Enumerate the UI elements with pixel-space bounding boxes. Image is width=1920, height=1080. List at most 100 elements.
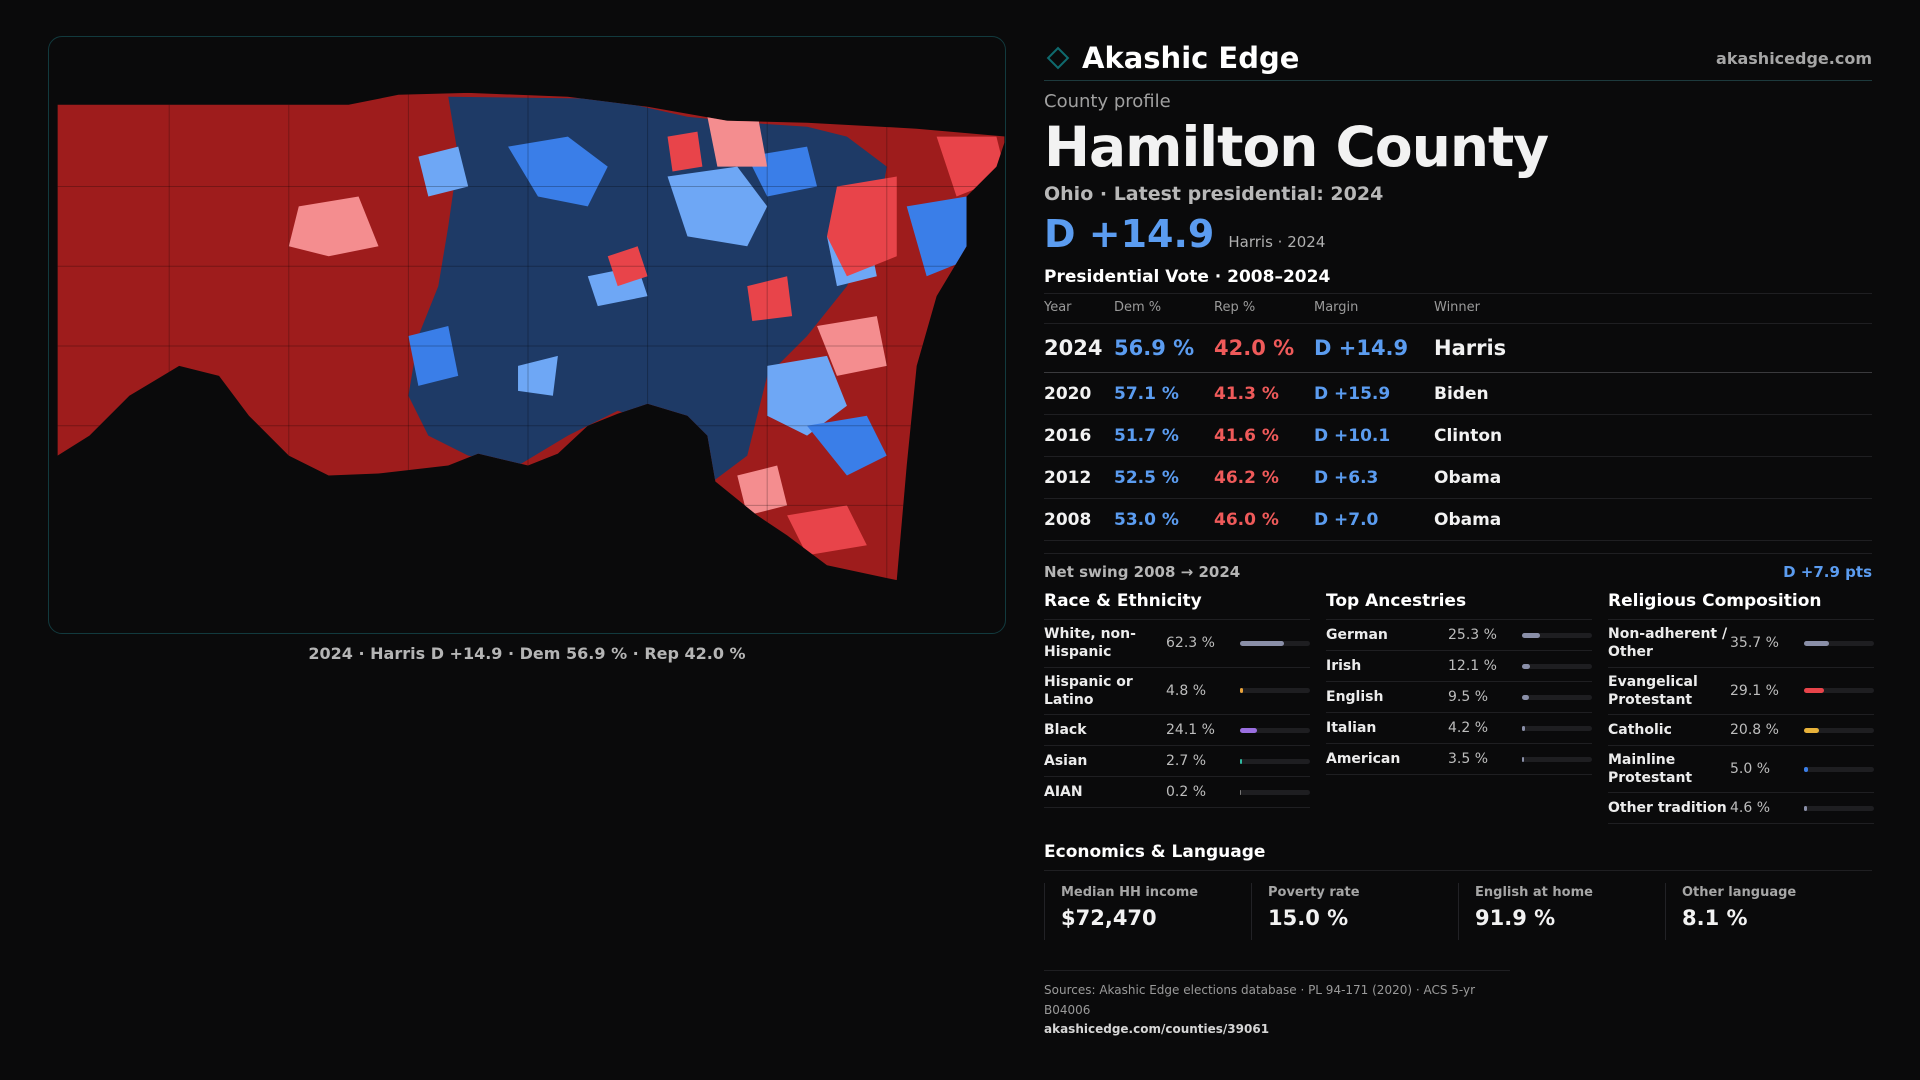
table-row[interactable]: 2008 53.0 % 46.0 % D +7.0 Obama	[1044, 498, 1872, 542]
table-row[interactable]: 2024 56.9 % 42.0 % D +14.9 Harris	[1044, 323, 1872, 374]
race-label: White, non-Hispanic	[1044, 626, 1136, 661]
county-map[interactable]	[48, 36, 1006, 634]
econ-value: 15.0 %	[1268, 906, 1349, 931]
list-item: Non-adherent / Other 35.7 %	[1608, 620, 1874, 668]
list-item: Evangelical Protestant 29.1 %	[1608, 668, 1874, 715]
race-bar-fill	[1240, 640, 1284, 646]
ancestry-label: Irish	[1326, 658, 1362, 675]
ancestry-value: 9.5 %	[1448, 689, 1489, 706]
race-bar-track	[1240, 789, 1310, 795]
religion-label: Other tradition	[1608, 800, 1727, 817]
ancestry-label: German	[1326, 627, 1388, 644]
table-row[interactable]: 2020 57.1 % 41.3 % D +15.9 Biden	[1044, 372, 1872, 416]
headline-margin-block: D +14.9 Harris · 2024	[1044, 215, 1872, 253]
list-item: White, non-Hispanic 62.3 %	[1044, 620, 1310, 668]
table-row[interactable]: 2016 51.7 % 41.6 % D +10.1 Clinton	[1044, 414, 1872, 458]
race-value: 4.8 %	[1166, 682, 1207, 699]
rep-cell: 41.6 %	[1214, 414, 1314, 458]
list-item: Asian 2.7 %	[1044, 746, 1310, 777]
race-bar-track	[1240, 640, 1310, 646]
brand-header: Akashic Edge akashicedge.com	[1044, 36, 1872, 81]
religion-bar-fill	[1804, 805, 1808, 811]
race-value: 0.2 %	[1166, 784, 1207, 800]
ancestry-bar-track	[1522, 663, 1592, 669]
rep-cell: 41.3 %	[1214, 372, 1314, 416]
year-cell: 2020	[1044, 372, 1114, 416]
religion-bar-track	[1804, 805, 1874, 811]
swing-value: D +7.9 pts	[1783, 563, 1872, 582]
econ-card-poverty: Poverty rate 15.0 %	[1251, 883, 1458, 941]
religion-label: Non-adherent / Other	[1608, 626, 1728, 661]
list-item: Mainline Protestant 5.0 %	[1608, 746, 1874, 794]
margin-cell: D +15.9	[1314, 372, 1434, 416]
race-bar-fill	[1240, 727, 1257, 733]
year-cell: 2008	[1044, 498, 1114, 542]
margin-cell: D +7.0	[1314, 498, 1434, 542]
econ-value: 91.9 %	[1475, 906, 1556, 931]
headline-note: Harris · 2024	[1228, 233, 1326, 252]
religion-bar-fill	[1804, 766, 1808, 772]
winner-cell: Clinton	[1434, 414, 1872, 458]
ancestry-label: Italian	[1326, 720, 1377, 737]
table-row[interactable]: 2012 52.5 % 46.2 % D +6.3 Obama	[1044, 456, 1872, 500]
religion-bar-fill	[1804, 688, 1825, 694]
ancestry-label: English	[1326, 689, 1384, 706]
year-cell: 2012	[1044, 456, 1114, 500]
economics-title: Economics & Language	[1044, 842, 1872, 872]
race-bar-track	[1240, 727, 1310, 733]
list-item: Irish 12.1 %	[1326, 651, 1592, 683]
ancestry-bar-track	[1522, 632, 1592, 638]
econ-label: Poverty rate	[1268, 885, 1360, 901]
ancestry-value: 3.5 %	[1448, 751, 1489, 768]
race-value: 62.3 %	[1166, 635, 1215, 652]
col-winner: Winner	[1434, 293, 1872, 325]
religion-bar-track	[1804, 688, 1874, 694]
ancestry-value: 25.3 %	[1448, 627, 1497, 644]
econ-label: Other language	[1682, 885, 1797, 901]
swing-label: Net swing 2008 → 2024	[1044, 563, 1241, 582]
econ-card-income: Median HH income $72,470	[1044, 883, 1251, 941]
econ-card-english: English at home 91.9 %	[1458, 883, 1665, 941]
ancestry-bar-track	[1522, 756, 1592, 762]
precinct-boundaries	[57, 92, 1005, 581]
religion-bar-fill	[1804, 640, 1829, 646]
vote-table-title: Presidential Vote · 2008–2024	[1044, 267, 1331, 288]
econ-value: $72,470	[1061, 906, 1157, 931]
year-cell: 2016	[1044, 414, 1114, 458]
dem-cell: 53.0 %	[1114, 498, 1214, 542]
site-link[interactable]: akashicedge.com	[1716, 48, 1872, 68]
sources-footer: Sources: Akashic Edge elections database…	[1044, 970, 1510, 1039]
ancestry-bar-fill	[1522, 725, 1525, 731]
winner-cell: Biden	[1434, 372, 1872, 416]
dem-cell: 56.9 %	[1114, 323, 1214, 374]
religion-value: 20.8 %	[1730, 722, 1779, 738]
list-item: American 3.5 %	[1326, 744, 1592, 776]
ancestry-bar-track	[1522, 694, 1592, 700]
religion-value: 35.7 %	[1730, 635, 1779, 652]
econ-card-other-language: Other language 8.1 %	[1665, 883, 1872, 941]
year-cell: 2024	[1044, 323, 1114, 374]
religious-composition: Religious Composition Non-adherent / Oth…	[1608, 591, 1874, 825]
precinct-map-svg[interactable]	[49, 37, 1005, 633]
rep-cell: 46.0 %	[1214, 498, 1314, 542]
ancestry-value: 4.2 %	[1448, 720, 1489, 737]
religion-bar-track	[1804, 640, 1874, 646]
religion-value: 29.1 %	[1730, 682, 1779, 699]
race-label: Asian	[1044, 752, 1088, 769]
race-ethnicity: Race & Ethnicity White, non-Hispanic 62.3…	[1044, 591, 1310, 824]
list-item: AIAN 0.2 %	[1044, 777, 1310, 808]
race-title: Race & Ethnicity	[1044, 591, 1310, 621]
religion-value: 4.6 %	[1730, 800, 1771, 817]
col-year: Year	[1044, 293, 1114, 325]
brand-name: Akashic Edge	[1082, 41, 1300, 75]
margin-cell: D +10.1	[1314, 414, 1434, 458]
source-url-link[interactable]: akashicedge.com/counties/39061	[1044, 1021, 1270, 1036]
brand[interactable]: Akashic Edge	[1044, 41, 1299, 75]
race-value: 2.7 %	[1166, 753, 1207, 769]
race-label: Black	[1044, 721, 1087, 738]
ancestry-label: American	[1326, 751, 1401, 768]
economics-cards: Median HH income $72,470 Poverty rate 15…	[1044, 883, 1872, 941]
ancestry-bar-fill	[1522, 632, 1540, 638]
list-item: Other tradition 4.6 %	[1608, 793, 1874, 825]
winner-cell: Obama	[1434, 456, 1872, 500]
